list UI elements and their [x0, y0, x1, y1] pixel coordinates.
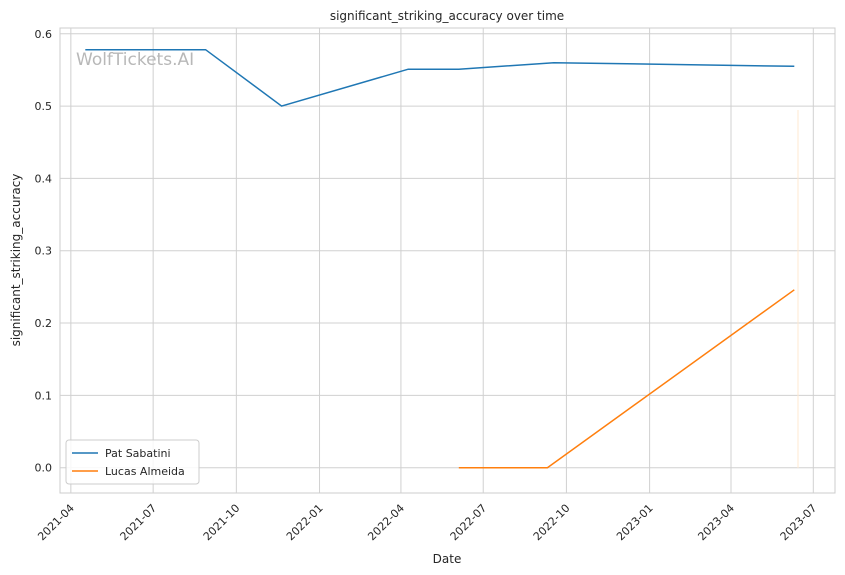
y-axis-ticks: 0.0 0.1 0.2 0.3 0.4 0.5 0.6 [35, 28, 53, 475]
x-axis-ticks: 2021-04 2021-07 2021-10 2022-01 2022-04 2022-… [35, 502, 819, 544]
x-axis-label: Date [433, 552, 462, 566]
y-tick-label: 0.5 [35, 100, 53, 113]
series-line-pat-sabatini [85, 48, 795, 107]
x-tick-label: 2021-07 [118, 502, 160, 544]
legend-label: Lucas Almeida [105, 465, 185, 478]
legend: Pat Sabatini Lucas Almeida [65, 439, 200, 485]
y-tick-label: 0.1 [35, 389, 53, 402]
x-tick-label: 2022-01 [284, 502, 326, 544]
x-tick-label: 2022-07 [448, 502, 490, 544]
x-tick-label: 2021-04 [35, 502, 77, 544]
y-axis-label: significant_striking_accuracy [9, 174, 23, 347]
y-tick-label: 0.4 [35, 172, 53, 185]
legend-label: Pat Sabatini [105, 447, 171, 460]
y-tick-label: 0.0 [35, 462, 53, 475]
plot-area [59, 27, 836, 494]
x-tick-label: 2022-04 [365, 502, 407, 544]
series-line-lucas-almeida [458, 289, 795, 469]
y-tick-label: 0.6 [35, 28, 53, 41]
x-tick-label: 2023-07 [778, 502, 820, 544]
y-tick-label: 0.3 [35, 245, 53, 258]
legend-box [65, 439, 200, 485]
y-tick-label: 0.2 [35, 317, 53, 330]
series-lines [85, 48, 795, 469]
watermark: WolfTickets.AI [76, 50, 194, 70]
x-tick-label: 2023-01 [614, 502, 656, 544]
x-tick-label: 2022-10 [531, 502, 573, 544]
x-tick-label: 2021-10 [201, 502, 243, 544]
chart-title: significant_striking_accuracy over time [330, 9, 564, 23]
x-tick-label: 2023-04 [695, 502, 737, 544]
